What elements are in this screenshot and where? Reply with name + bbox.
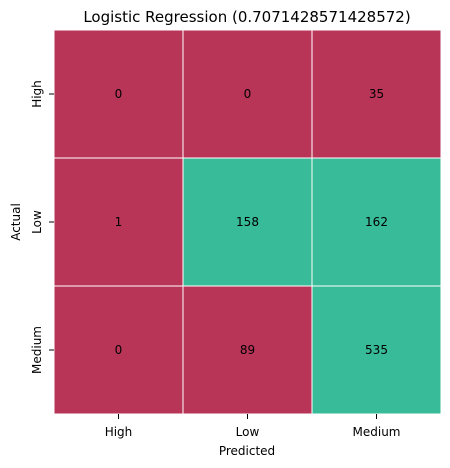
- heatmap-cell-low-low: [182, 157, 313, 287]
- y-tick-label: Medium: [30, 326, 44, 374]
- x-tick-label: High: [105, 425, 133, 439]
- heatmap-cell-high-low: [182, 29, 313, 159]
- chart-title: Logistic Regression (0.7071428571428572): [83, 8, 410, 26]
- x-axis-label: Predicted: [219, 444, 275, 458]
- cell-value-label: 0: [244, 87, 252, 101]
- cell-value-label: 158: [236, 215, 259, 229]
- cell-value-label: 35: [369, 87, 384, 101]
- y-tick-label: Low: [30, 210, 44, 234]
- cell-value-label: 0: [115, 87, 123, 101]
- heatmap-cells: [53, 29, 442, 415]
- cell-value-label: 1: [115, 215, 123, 229]
- heatmap-cell-low-high: [53, 157, 184, 287]
- cell-value-label: 162: [365, 215, 388, 229]
- y-tick-label: High: [30, 80, 44, 108]
- x-tick-label: Medium: [353, 425, 401, 439]
- y-axis-ticks: High Low Medium: [30, 80, 54, 374]
- x-axis-ticks: High Low Medium: [105, 414, 401, 439]
- cell-value-label: 535: [365, 343, 388, 357]
- cell-value-label: 89: [240, 343, 255, 357]
- heatmap-cell-medium-low: [182, 285, 313, 415]
- heatmap-cell-low-medium: [311, 157, 442, 287]
- heatmap-cell-high-high: [53, 29, 184, 159]
- heatmap-cell-high-medium: [311, 29, 442, 159]
- y-axis-label: Actual: [9, 203, 23, 241]
- cell-value-label: 0: [115, 343, 123, 357]
- heatmap-cell-labels: 0 0 35 1 158 162 0 89 535: [115, 87, 388, 357]
- x-tick-label: Low: [236, 425, 260, 439]
